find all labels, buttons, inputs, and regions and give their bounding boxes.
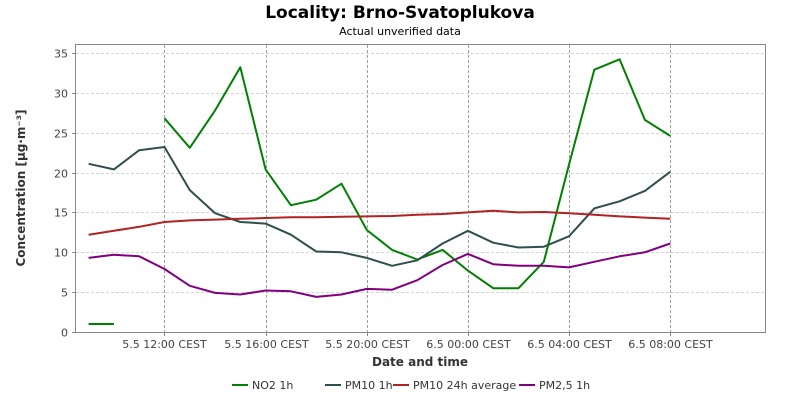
y-tick-label: 0 [61,327,68,340]
series-line-pm2-5-1h [88,242,671,298]
y-tick-label: 10 [54,247,68,260]
x-axis-ticks: 5.5 12:00 CEST 5.5 16:00 CEST 5.5 20:00 CE… [122,332,713,351]
y-tick-label: 30 [54,88,68,101]
x-tick-label: 5.5 20:00 CEST [325,338,410,351]
y-axis-label: Concentration [µg·m⁻³] [14,110,28,267]
chart-title: Locality: Brno-Svatoplukova [265,3,535,23]
y-tick-label: 35 [54,48,68,61]
x-tick-label: 6.5 08:00 CEST [628,338,713,351]
plot-area [75,44,766,333]
x-tick-label: 6.5 00:00 CEST [426,338,511,351]
x-tick-label: 6.5 04:00 CEST [527,338,612,351]
y-tick-label: 15 [54,207,68,220]
legend-label-no2-1h: NO2 1h [252,379,293,392]
x-tick-label: 5.5 16:00 CEST [224,338,309,351]
y-tick-label: 20 [54,168,68,181]
chart-subtitle: Actual unverified data [339,25,461,38]
grid [76,45,765,332]
legend-label-pm2-5-1h: PM2,5 1h [539,379,590,392]
legend-label-pm10-24h-average: PM10 24h average [413,379,516,392]
x-axis-label: Date and time [372,355,468,369]
series-line-pm10-1h [88,146,671,267]
legend: NO2 1h PM10 1h PM10 24h average PM2,5 1h [232,379,590,392]
series-line-pm10-24h-average [88,209,671,236]
x-tick-label: 5.5 12:00 CEST [122,338,207,351]
y-axis-ticks: 0 5 10 15 20 25 30 35 [54,48,76,340]
y-tick-label: 25 [54,128,68,141]
legend-label-pm10-1h: PM10 1h [345,379,393,392]
series-lines [88,58,671,325]
y-tick-label: 5 [61,287,68,300]
